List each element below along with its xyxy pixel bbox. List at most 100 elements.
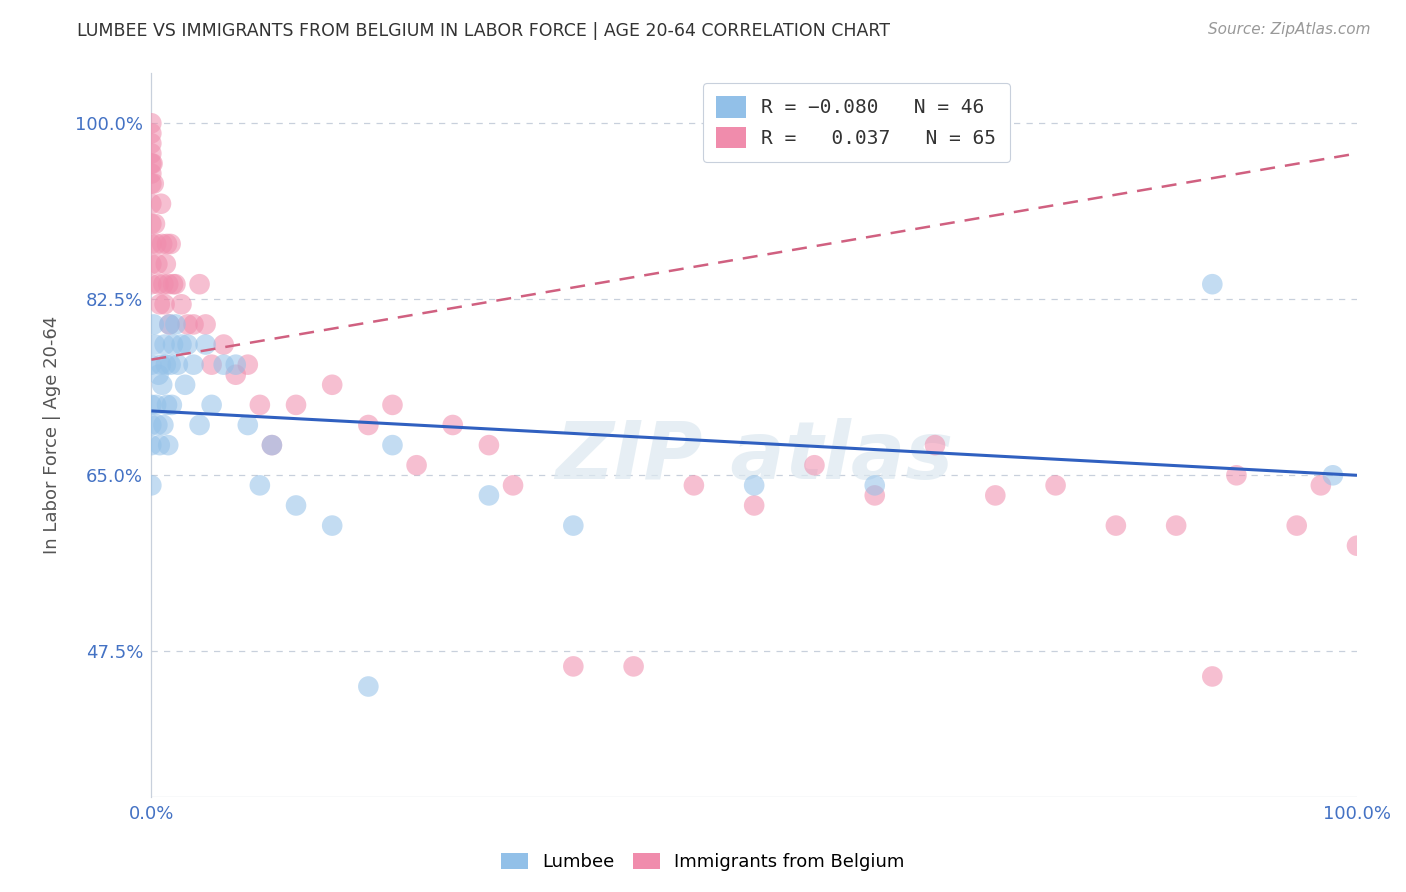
Point [742, 499, 765, 513]
Point [562, 518, 585, 533]
Point [143, 217, 166, 231]
Point [1045, 478, 1067, 492]
Point [1201, 669, 1223, 683]
Point [156, 398, 179, 412]
Point [405, 458, 427, 473]
Point [188, 417, 211, 432]
Point [170, 337, 193, 351]
Point [156, 237, 179, 252]
Point [285, 499, 308, 513]
Point [502, 478, 524, 492]
Point [159, 318, 181, 332]
Point [143, 337, 166, 351]
Point [165, 277, 187, 292]
Point [1225, 468, 1247, 483]
Point [478, 438, 501, 452]
Point [149, 297, 172, 311]
Point [152, 277, 174, 292]
Legend: R = −0.080   N = 46, R =   0.037   N = 65: R = −0.080 N = 46, R = 0.037 N = 65 [703, 83, 1010, 162]
Point [623, 659, 645, 673]
Point [225, 368, 247, 382]
Point [742, 478, 765, 492]
Point [1346, 539, 1368, 553]
Point [194, 318, 217, 332]
Point [157, 277, 180, 292]
Point [141, 217, 163, 231]
Point [194, 337, 217, 351]
Point [170, 297, 193, 311]
Point [162, 337, 184, 351]
Point [145, 237, 167, 252]
Point [141, 167, 163, 181]
Point [141, 156, 163, 170]
Point [141, 237, 163, 252]
Point [141, 358, 163, 372]
Point [803, 458, 825, 473]
Point [381, 398, 404, 412]
Point [260, 438, 283, 452]
Point [141, 277, 163, 292]
Point [142, 318, 165, 332]
Point [165, 318, 187, 332]
Point [159, 237, 181, 252]
Point [212, 358, 235, 372]
Point [562, 659, 585, 673]
Point [159, 358, 181, 372]
Point [924, 438, 946, 452]
Point [141, 156, 163, 170]
Text: ZIP atlas: ZIP atlas [555, 417, 953, 496]
Point [441, 417, 464, 432]
Point [167, 358, 190, 372]
Point [149, 438, 172, 452]
Point [153, 297, 176, 311]
Point [150, 237, 173, 252]
Point [141, 126, 163, 140]
Point [683, 478, 706, 492]
Point [201, 398, 224, 412]
Point [162, 277, 184, 292]
Point [174, 377, 197, 392]
Point [176, 337, 198, 351]
Point [141, 417, 163, 432]
Point [285, 398, 308, 412]
Point [381, 438, 404, 452]
Point [150, 358, 173, 372]
Point [357, 417, 380, 432]
Point [148, 277, 170, 292]
Point [141, 136, 163, 151]
Point [478, 488, 501, 502]
Point [141, 196, 163, 211]
Point [176, 318, 198, 332]
Point [1166, 518, 1188, 533]
Point [201, 358, 224, 372]
Legend: Lumbee, Immigrants from Belgium: Lumbee, Immigrants from Belgium [494, 846, 912, 879]
Point [212, 337, 235, 351]
Text: Source: ZipAtlas.com: Source: ZipAtlas.com [1208, 22, 1371, 37]
Point [157, 438, 180, 452]
Point [141, 438, 163, 452]
Point [863, 478, 886, 492]
Point [1309, 478, 1331, 492]
Point [150, 377, 173, 392]
Point [152, 417, 174, 432]
Point [260, 438, 283, 452]
Point [146, 417, 169, 432]
Point [321, 377, 343, 392]
Point [1105, 518, 1128, 533]
Point [145, 398, 167, 412]
Point [155, 358, 177, 372]
Y-axis label: In Labor Force | Age 20-64: In Labor Force | Age 20-64 [44, 316, 60, 554]
Point [357, 680, 380, 694]
Point [225, 358, 247, 372]
Point [141, 116, 163, 130]
Point [160, 398, 183, 412]
Point [141, 478, 163, 492]
Point [236, 417, 259, 432]
Point [141, 257, 163, 271]
Point [1201, 277, 1223, 292]
Point [984, 488, 1007, 502]
Point [249, 478, 271, 492]
Point [141, 146, 163, 161]
Point [146, 257, 169, 271]
Point [155, 257, 177, 271]
